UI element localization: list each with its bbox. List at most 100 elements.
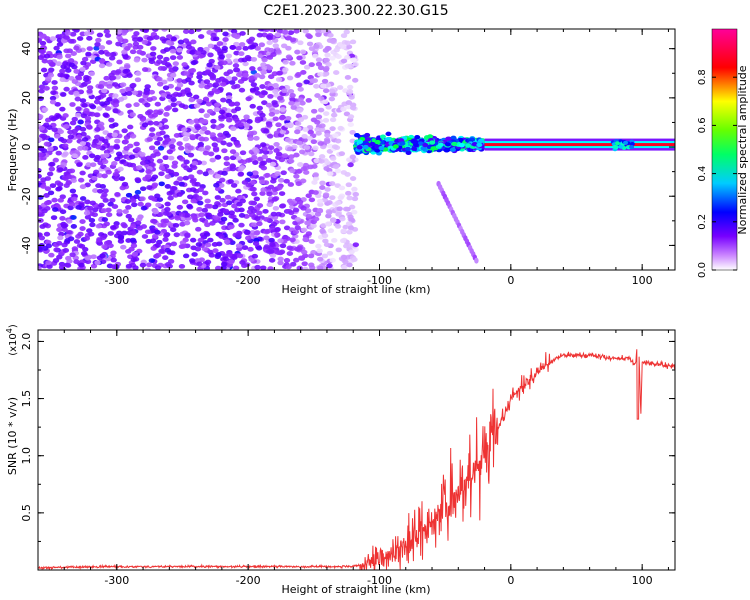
spectrogram-cell	[239, 150, 247, 156]
spectrogram-cell	[190, 39, 197, 45]
spectrogram-cell	[340, 58, 348, 64]
spectrogram-cell	[269, 225, 276, 231]
spectrogram-cell	[178, 212, 186, 217]
spectrogram-cell	[125, 91, 133, 96]
spectrogram-cell	[238, 213, 246, 218]
spectrogram-cell	[132, 37, 139, 43]
spectrogram-cell	[267, 85, 275, 91]
spectrogram-cell	[127, 124, 134, 130]
spectrogram-cell	[84, 259, 92, 265]
spectrogram-cell	[215, 77, 222, 83]
spectrogram-cell	[314, 93, 321, 98]
spectrogram-cell	[125, 192, 133, 198]
carrier-line	[484, 143, 675, 147]
spectrogram-cell	[130, 257, 138, 263]
spectrogram-cell	[180, 243, 187, 249]
spectrogram-cell	[274, 227, 281, 232]
spectrogram-cell	[188, 119, 195, 125]
spectrogram-cell	[197, 34, 205, 39]
spectrogram-y-tick-label: -20	[20, 187, 33, 205]
snr-y-tick-label: 2.0	[20, 333, 33, 351]
spectrogram-cell	[229, 149, 237, 155]
spectrogram-cell	[235, 45, 242, 51]
spectrogram-cell	[57, 167, 64, 173]
spectrogram-cell	[98, 202, 105, 208]
spectrogram-cell	[347, 225, 355, 231]
spectrogram-cell	[411, 146, 418, 152]
spectrogram-cell	[133, 31, 140, 36]
spectrogram-cell	[83, 236, 91, 241]
spectrogram-cell	[176, 92, 183, 98]
spectrogram-cell	[127, 143, 134, 149]
spectrogram-cell	[208, 169, 215, 175]
spectrogram-cell	[218, 183, 225, 188]
spectrogram-cell	[315, 243, 322, 249]
spectrogram-cell	[38, 114, 44, 119]
spectrogram-cell	[48, 61, 56, 67]
spectrogram-cell	[204, 259, 212, 265]
spectrogram-cell	[204, 242, 212, 248]
spectrogram-cell	[164, 201, 171, 207]
spectrogram-cell	[173, 133, 181, 138]
spectrogram-cell	[86, 46, 94, 51]
spectrogram-x-tick-label: 100	[632, 274, 653, 287]
spectrogram-cell	[75, 106, 82, 112]
spectrogram-cell	[163, 233, 170, 238]
spectrogram-cell	[345, 182, 352, 188]
spectrogram-cell	[252, 160, 259, 165]
spectrogram-cell	[139, 196, 146, 202]
spectrogram-cell	[289, 93, 296, 98]
spectrogram-cell	[351, 209, 358, 215]
spectrogram-cell	[40, 67, 48, 73]
spectrogram-cell	[266, 191, 273, 197]
spectrogram-cell	[160, 92, 167, 98]
spectrogram-cell	[134, 189, 142, 195]
spectrogram-cell	[212, 82, 220, 87]
spectrogram-cell	[187, 194, 194, 200]
spectrogram-cell	[336, 85, 344, 90]
spectrogram-cell	[199, 217, 206, 223]
spectrogram-cell	[160, 218, 167, 224]
spectrogram-cell	[263, 216, 270, 222]
spectrogram-cell	[71, 29, 79, 32]
spectrogram-cell	[51, 80, 58, 85]
spectrogram-cell	[148, 258, 156, 264]
spectrogram-cell	[283, 225, 291, 231]
spectrogram-cell	[63, 86, 70, 92]
spectrogram-cell	[182, 136, 190, 142]
spectrogram-cell	[344, 54, 351, 60]
spectrogram-x-tick-label: -200	[236, 274, 261, 287]
spectrogram-cell	[220, 261, 228, 267]
spectrogram-cell	[241, 245, 249, 251]
spectrogram-cell	[230, 29, 238, 34]
spectrogram-cell	[89, 162, 97, 168]
spectrogram-cell	[352, 61, 359, 67]
spectrogram-cell	[156, 76, 163, 82]
spectrogram-heatmap	[38, 29, 675, 270]
spectrogram-cell	[49, 95, 57, 101]
spectrogram-cell	[186, 203, 193, 209]
spectrogram-cell	[296, 140, 303, 146]
spectrogram-cell	[173, 180, 180, 186]
spectrogram-cell	[336, 206, 343, 212]
spectrogram-cell	[109, 197, 116, 203]
spectrogram-cell	[125, 103, 132, 108]
spectrogram-cell	[146, 97, 154, 102]
spectrogram-cell	[197, 53, 205, 59]
spectrogram-cell	[225, 112, 233, 118]
spectrogram-cell	[322, 99, 329, 105]
spectrogram-cell	[317, 198, 324, 204]
spectrogram-cell	[196, 71, 203, 77]
spectrogram-cell	[323, 111, 330, 116]
spectrogram-cell	[205, 101, 213, 107]
spectrogram-cell	[349, 154, 357, 160]
spectrogram-cell	[82, 145, 89, 151]
spectrogram-cell	[232, 63, 240, 68]
spectrogram-cell	[183, 165, 190, 171]
spectrogram-cell	[340, 33, 348, 39]
spectrogram-cell	[213, 29, 221, 33]
spectrogram-cell	[194, 246, 202, 252]
spectrogram-cell	[327, 32, 334, 38]
spectrogram-cell	[296, 55, 303, 61]
spectrogram-cell	[265, 102, 273, 108]
